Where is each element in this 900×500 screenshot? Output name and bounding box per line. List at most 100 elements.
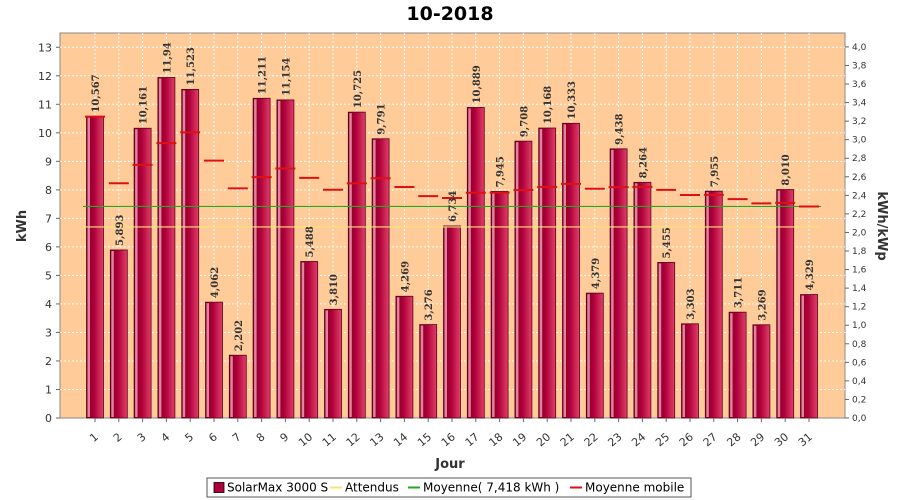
data-label: 3,276 [424,289,435,320]
data-label: 10,567 [91,74,102,112]
y2-tick-label: 3,8 [852,61,867,71]
y-axis-title: kWh [15,210,30,242]
x-tick-label: 4 [159,430,173,444]
bar-highlight [492,192,495,417]
bar-highlight [135,129,138,417]
data-label: 7,945 [496,156,507,187]
bar-highlight [325,310,328,417]
x-tick-label: 2 [111,430,125,444]
bar-highlight [182,90,186,418]
x-tick-label: 6 [206,430,220,444]
bar-highlight [658,263,662,417]
bar-highlight [753,325,757,417]
y2-axis-title: kWh/kWp [874,191,889,260]
data-label: 11,211 [258,56,269,94]
data-label: 4,269 [400,261,411,292]
bar-highlight [301,262,305,417]
x-tick-label: 12 [344,430,363,449]
data-label: 4,062 [210,267,221,298]
x-tick-label: 20 [534,430,553,449]
data-label: 10,725 [353,70,364,108]
data-label: 3,269 [757,289,768,320]
y-tick-label: 5 [45,269,52,282]
data-label: 2,202 [234,320,245,351]
legend-label: Moyenne( 7,418 kWh ) [423,481,559,495]
bar-highlight [515,142,519,418]
data-label: 3,303 [686,288,697,319]
data-label: 11,154 [281,58,292,96]
x-tick-label: 22 [582,430,601,449]
x-tick-label: 24 [629,430,648,449]
bar-highlight [373,139,376,417]
y2-tick-label: 3,6 [852,80,867,90]
data-label: 5,893 [115,215,126,246]
bar-highlight [611,149,614,417]
bar-highlight [396,297,400,417]
x-tick-label: 7 [230,430,244,444]
x-tick-label: 23 [605,430,624,449]
x-tick-label: 15 [415,430,434,449]
y2-tick-label: 4,0 [852,43,867,53]
x-tick-label: 18 [486,430,505,449]
data-label: 4,379 [591,258,602,289]
x-tick-label: 5 [182,430,196,444]
data-label: 9,708 [519,106,530,137]
bar-highlight [777,190,781,417]
data-label: 4,329 [805,259,816,290]
y-tick-label: 3 [45,326,52,339]
bar-highlight [277,100,281,417]
y2-tick-label: 2,2 [852,210,866,220]
bar-highlight [444,226,447,417]
x-tick-label: 1 [87,430,101,444]
data-label: 7,955 [710,156,721,187]
data-label: 5,455 [662,227,673,258]
data-label: 10,168 [543,86,554,124]
x-tick-label: 11 [320,430,339,449]
y2-tick-label: 1,6 [852,266,867,276]
y2-tick-label: 3,4 [852,99,867,109]
bar-highlight [539,129,543,418]
bar-highlight [158,78,162,417]
x-tick-label: 10 [296,430,315,449]
y-tick-label: 2 [45,355,52,368]
x-tick-label: 28 [724,430,743,449]
data-label: 6,734 [448,191,459,222]
x-tick-label: 14 [391,430,410,449]
bar-highlight [349,113,352,417]
data-label: 11,94 [162,42,173,73]
legend-label: SolarMax 3000 S [227,481,328,495]
y2-tick-label: 0,2 [852,395,866,405]
bar-highlight [682,324,685,417]
bar-highlight [634,183,638,417]
y2-tick-label: 1,4 [852,284,867,294]
data-label: 10,889 [472,65,483,103]
bar-highlight [111,250,114,417]
x-tick-label: 30 [772,430,791,449]
x-tick-label: 9 [278,430,292,444]
data-label: 11,523 [186,47,197,85]
data-label: 3,810 [329,274,340,305]
x-tick-label: 8 [254,430,268,444]
bar-highlight [563,124,566,417]
x-tick-label: 17 [463,430,482,449]
bar-highlight [87,117,90,418]
x-axis-title: Jour [434,457,465,472]
data-label: 8,264 [638,147,649,178]
bar-highlight [420,325,424,417]
y2-tick-label: 2,4 [852,191,867,201]
y-tick-label: 0 [45,412,52,425]
legend-box [206,477,692,498]
bar-highlight [706,192,709,417]
y2-tick-label: 0,6 [852,358,867,368]
data-label: 3,711 [734,277,745,308]
bar-highlight [230,356,233,417]
bar-highlight [801,295,804,417]
x-tick-label: 29 [748,430,767,449]
y2-tick-label: 1,8 [852,247,867,257]
y-tick-label: 12 [38,70,52,83]
y-tick-label: 13 [38,41,52,54]
y2-tick-label: 0,4 [852,377,867,387]
bar-highlight [206,303,209,417]
bar-highlight [254,99,257,417]
